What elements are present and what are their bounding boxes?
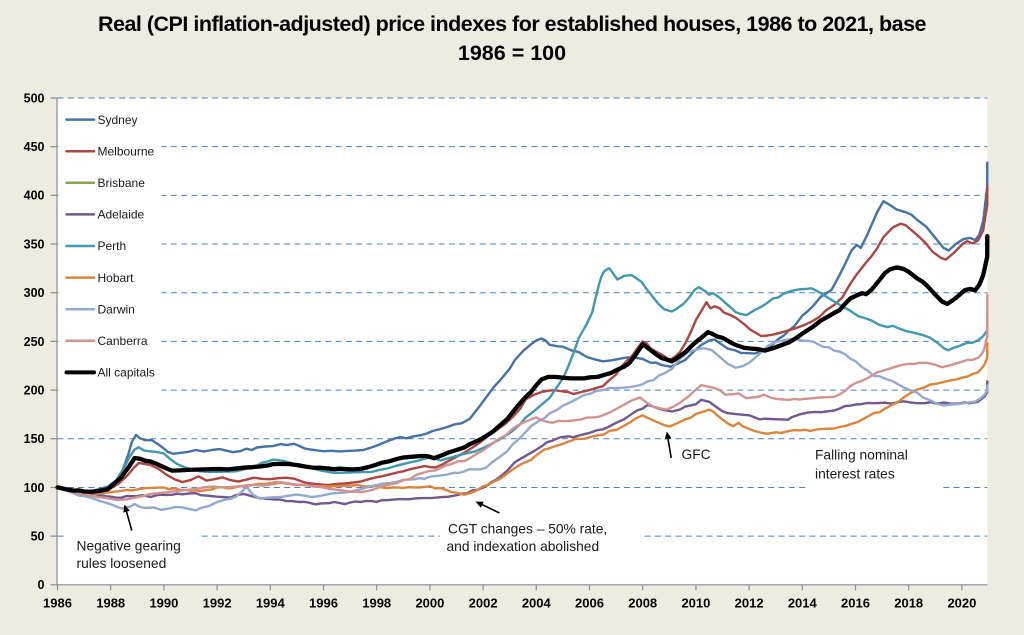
svg-text:Adelaide: Adelaide — [98, 208, 145, 222]
svg-text:2004: 2004 — [522, 596, 552, 611]
svg-text:1996: 1996 — [309, 596, 338, 611]
svg-text:and indexation abolished: and indexation abolished — [447, 539, 600, 554]
svg-text:2006: 2006 — [575, 596, 604, 611]
svg-text:350: 350 — [24, 237, 45, 251]
svg-text:All capitals: All capitals — [98, 366, 155, 380]
svg-text:0: 0 — [38, 578, 45, 592]
svg-text:1994: 1994 — [256, 596, 286, 611]
svg-text:Darwin: Darwin — [98, 302, 135, 316]
svg-text:2000: 2000 — [415, 596, 444, 611]
svg-text:2018: 2018 — [894, 596, 923, 611]
svg-text:Sydney: Sydney — [98, 113, 138, 127]
svg-text:450: 450 — [24, 140, 45, 154]
svg-text:Hobart: Hobart — [98, 271, 135, 285]
svg-text:Perth: Perth — [98, 239, 127, 253]
svg-text:Brisbane: Brisbane — [98, 176, 146, 190]
svg-text:100: 100 — [24, 481, 45, 495]
svg-text:2008: 2008 — [628, 596, 657, 611]
svg-text:400: 400 — [24, 189, 45, 203]
svg-text:500: 500 — [24, 91, 45, 105]
svg-text:2020: 2020 — [947, 596, 976, 611]
svg-text:200: 200 — [24, 383, 45, 397]
svg-text:1998: 1998 — [362, 596, 391, 611]
svg-text:Melbourne: Melbourne — [98, 144, 155, 158]
svg-text:150: 150 — [24, 432, 45, 446]
svg-text:50: 50 — [31, 530, 45, 544]
svg-text:2012: 2012 — [735, 596, 764, 611]
svg-text:1988: 1988 — [96, 596, 125, 611]
svg-text:CGT changes – 50% rate,: CGT changes – 50% rate, — [448, 522, 607, 537]
svg-text:2016: 2016 — [841, 596, 870, 611]
svg-text:2014: 2014 — [788, 596, 818, 611]
svg-text:1992: 1992 — [203, 596, 232, 611]
svg-text:Canberra: Canberra — [98, 334, 148, 348]
svg-text:1986: 1986 — [43, 596, 72, 611]
svg-text:interest rates: interest rates — [815, 467, 895, 482]
svg-text:rules loosened: rules loosened — [77, 556, 167, 571]
svg-text:1990: 1990 — [149, 596, 178, 611]
svg-text:Falling nominal: Falling nominal — [815, 448, 908, 463]
svg-text:2010: 2010 — [681, 596, 710, 611]
svg-text:300: 300 — [24, 286, 45, 300]
svg-text:2002: 2002 — [469, 596, 498, 611]
svg-text:Negative gearing: Negative gearing — [77, 539, 181, 554]
svg-text:250: 250 — [24, 335, 45, 349]
svg-text:GFC: GFC — [682, 447, 711, 462]
